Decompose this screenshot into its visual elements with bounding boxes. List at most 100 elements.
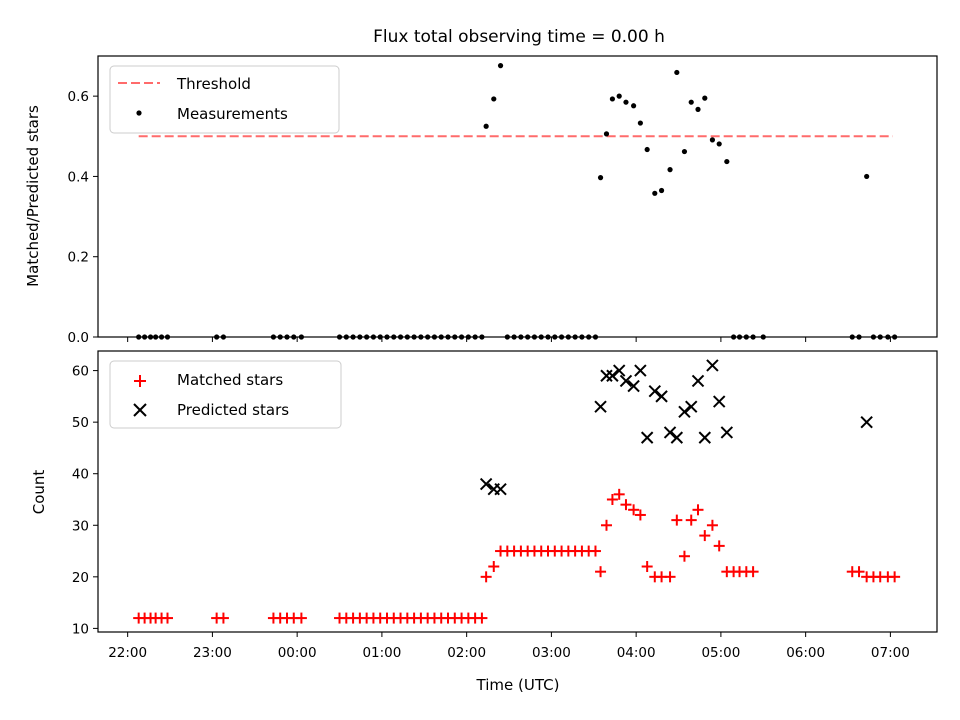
bottom-legend: Matched stars Predicted stars	[109, 360, 342, 429]
predicted-star-point	[698, 431, 711, 444]
top-legend: Threshold Measurements	[109, 65, 340, 134]
predicted-star-point	[634, 364, 647, 377]
predicted-star-point	[640, 431, 654, 444]
measurements-legend-label: Measurements	[177, 105, 288, 123]
bottom-y-tick-label: 60	[72, 364, 89, 380]
measurement-point	[864, 173, 870, 180]
top-axes-frame	[97, 55, 938, 338]
predicted-star-point	[612, 364, 626, 377]
bottom-y-tick-label: 30	[72, 518, 89, 534]
bottom-x-tick-label: 23:00	[193, 645, 232, 661]
predicted-star-point	[494, 482, 507, 496]
measurement-point	[716, 141, 722, 147]
bottom-x-tick-label: 02:00	[447, 645, 486, 661]
measurement-point	[597, 175, 604, 181]
matched-star-point	[613, 488, 625, 500]
matched-star-point	[628, 504, 640, 516]
matched-star-point	[692, 504, 704, 516]
predicted-star-point	[670, 431, 684, 444]
matched-star-point	[671, 514, 683, 526]
predicted-star-point	[712, 395, 726, 408]
matched-star-point	[889, 571, 901, 583]
matched-star-point	[634, 509, 646, 521]
bottom-panel: 10 20 30 40 50 60 22:00 23:00 00:00 01:00 02:00 03…	[30, 350, 938, 694]
matched-star-point	[664, 571, 676, 583]
matched-star-point	[706, 519, 718, 531]
top-y-axis-label: Matched/Predicted stars	[24, 105, 42, 287]
matched-star-point	[747, 566, 759, 578]
predicted-star-point	[663, 426, 677, 439]
matched-star-point	[589, 545, 601, 557]
matched-star-point	[620, 499, 632, 511]
matched-star-point	[853, 566, 865, 578]
matched-star-point	[217, 612, 229, 624]
matched-star-point	[713, 540, 725, 552]
measurement-point	[491, 96, 497, 102]
bottom-y-ticks: 10 20 30 40 50 60	[72, 364, 98, 637]
measurement-point	[603, 131, 610, 137]
top-y-ticks: 0.0 0.2 0.4 0.6	[68, 89, 98, 346]
measurement-point	[688, 99, 694, 105]
top-panel: 0.0 0.2 0.4 0.6 Matched/Predicted stars Thr…	[24, 55, 938, 346]
measurement-point	[709, 137, 716, 143]
threshold-legend-label: Threshold	[176, 75, 251, 93]
measurement-point	[724, 158, 730, 165]
measurement-point	[658, 187, 665, 194]
bottom-y-axis-label: Count	[30, 470, 48, 515]
matched-star-point	[488, 561, 500, 573]
matched-star-point	[295, 612, 307, 624]
matched-legend-label: Matched stars	[177, 371, 283, 389]
predicted-legend-swatch	[133, 403, 147, 417]
matched-legend-swatch	[134, 375, 146, 387]
bottom-x-tick-label: 03:00	[532, 645, 571, 661]
top-marks	[136, 63, 898, 340]
measurement-point	[652, 190, 658, 196]
matched-star-point	[476, 612, 488, 624]
measurement-point	[702, 95, 708, 101]
bottom-x-ticks: 22:00 23:00 00:00 01:00 02:00 03:00 04:00 05:00…	[108, 632, 910, 661]
measurement-point	[483, 123, 489, 129]
measurement-point	[497, 63, 504, 69]
measurement-point	[667, 167, 673, 173]
matched-star-point	[595, 566, 607, 578]
matched-star-point	[161, 612, 173, 624]
matched-star-point	[685, 514, 697, 526]
chart-title: Flux total observing time = 0.00 h	[373, 27, 665, 47]
bottom-x-tick-label: 07:00	[871, 645, 910, 661]
measurement-point	[631, 103, 637, 109]
predicted-star-point	[627, 379, 640, 393]
matched-star-point	[641, 561, 653, 573]
bottom-x-tick-label: 01:00	[362, 645, 401, 661]
predicted-star-point	[648, 385, 661, 398]
matched-star-point	[699, 530, 711, 542]
predicted-star-point	[594, 400, 607, 413]
predicted-star-point	[678, 405, 691, 419]
predicted-star-point	[479, 477, 493, 491]
bottom-x-tick-label: 00:00	[278, 645, 317, 661]
predicted-legend-label: Predicted stars	[177, 401, 289, 419]
top-legend-box	[109, 65, 340, 134]
measurement-point	[674, 69, 680, 76]
bottom-y-tick-label: 50	[72, 415, 89, 431]
x-axis-label: Time (UTC)	[476, 676, 560, 694]
measurements-legend-swatch	[136, 110, 142, 116]
top-x-ticks	[127, 337, 891, 342]
measurement-point	[637, 120, 643, 126]
bottom-x-tick-label: 05:00	[701, 645, 740, 661]
top-y-tick-label: 0.2	[68, 250, 89, 266]
bottom-y-tick-label: 40	[72, 467, 89, 483]
bottom-y-tick-label: 10	[72, 621, 89, 637]
bottom-x-tick-label: 06:00	[786, 645, 825, 661]
top-y-tick-label: 0.4	[68, 169, 89, 185]
matched-star-point	[600, 519, 612, 531]
predicted-star-point	[606, 369, 619, 382]
predicted-star-point	[685, 400, 698, 413]
bottom-marks	[133, 359, 901, 624]
measurement-point	[609, 96, 616, 102]
matched-star-point	[606, 493, 618, 505]
predicted-star-point	[655, 390, 668, 403]
matched-star-point	[678, 550, 690, 562]
bottom-y-tick-label: 20	[72, 570, 89, 586]
measurement-point	[681, 148, 688, 155]
bottom-x-tick-label: 04:00	[617, 645, 656, 661]
